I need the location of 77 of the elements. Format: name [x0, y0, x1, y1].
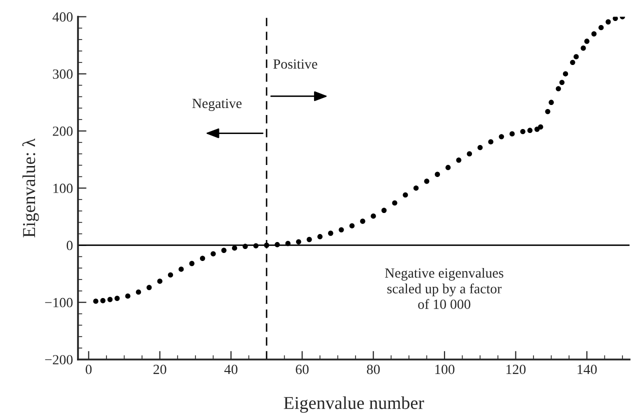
point: [545, 108, 550, 114]
annotation: Negative eigenvalues scaled up by a factor of 10 000: [385, 268, 504, 309]
y-tick-label: 100: [54, 184, 73, 194]
point: [93, 298, 98, 304]
y-tick-label: −200: [45, 355, 73, 364]
point: [392, 200, 398, 206]
point: [445, 164, 451, 170]
point: [189, 260, 194, 266]
point: [548, 100, 554, 106]
point: [253, 243, 259, 248]
point: [285, 240, 291, 246]
y-tick-label: −100: [45, 298, 73, 308]
point: [157, 278, 162, 284]
point: [381, 208, 387, 213]
point: [274, 242, 280, 248]
point: [264, 242, 270, 248]
point: [584, 38, 590, 44]
point: [317, 234, 323, 240]
point: [456, 158, 462, 163]
point: [370, 213, 376, 219]
annotation: Negative: [192, 98, 242, 111]
point: [107, 296, 113, 302]
point: [349, 223, 355, 228]
y-tick-label: 0: [66, 240, 73, 250]
x-tick-label: 120: [506, 364, 526, 374]
x-tick-label: 20: [153, 364, 166, 374]
point: [598, 24, 604, 30]
point: [242, 244, 248, 249]
point: [200, 256, 206, 261]
point: [498, 134, 504, 140]
point: [580, 46, 586, 51]
x-tick-label: 0: [86, 364, 92, 374]
point: [570, 60, 576, 66]
point: [606, 19, 611, 24]
point: [424, 178, 430, 184]
x-axis-title: Eigenvalue number: [284, 396, 424, 413]
point: [520, 128, 526, 134]
point: [478, 144, 483, 150]
y-tick-label: 300: [52, 69, 73, 79]
point: [328, 230, 334, 236]
y-tick-label: 400: [52, 12, 73, 22]
point: [296, 239, 302, 244]
y-tick-label: 200: [52, 126, 73, 136]
point: [612, 16, 618, 22]
x-tick-label: 140: [578, 364, 597, 374]
y-axis-title: Eigenvalue: λ: [22, 138, 39, 238]
point: [360, 218, 366, 224]
point: [232, 245, 238, 251]
point: [178, 266, 184, 272]
point: [125, 293, 130, 299]
point: [136, 289, 142, 295]
point: [556, 86, 561, 92]
annotation: Positive: [273, 59, 318, 69]
point: [527, 128, 533, 133]
point: [114, 296, 120, 301]
point: [306, 236, 312, 242]
point: [210, 251, 216, 256]
point: [146, 284, 152, 290]
point: [434, 172, 440, 177]
point: [100, 298, 106, 304]
point: [562, 71, 568, 76]
x-tick-label: 40: [224, 364, 238, 374]
point: [559, 80, 565, 86]
point: [466, 151, 472, 156]
point: [574, 54, 579, 60]
point: [402, 192, 408, 198]
x-tick-label: 100: [435, 364, 454, 374]
point: [591, 31, 597, 36]
point: [488, 139, 494, 144]
point: [538, 124, 544, 130]
point: [338, 227, 344, 232]
point: [221, 248, 226, 253]
point: [413, 186, 419, 191]
x-tick-label: 80: [366, 364, 380, 374]
point: [510, 131, 515, 136]
x-tick-label: 60: [296, 364, 309, 374]
point: [168, 272, 174, 278]
